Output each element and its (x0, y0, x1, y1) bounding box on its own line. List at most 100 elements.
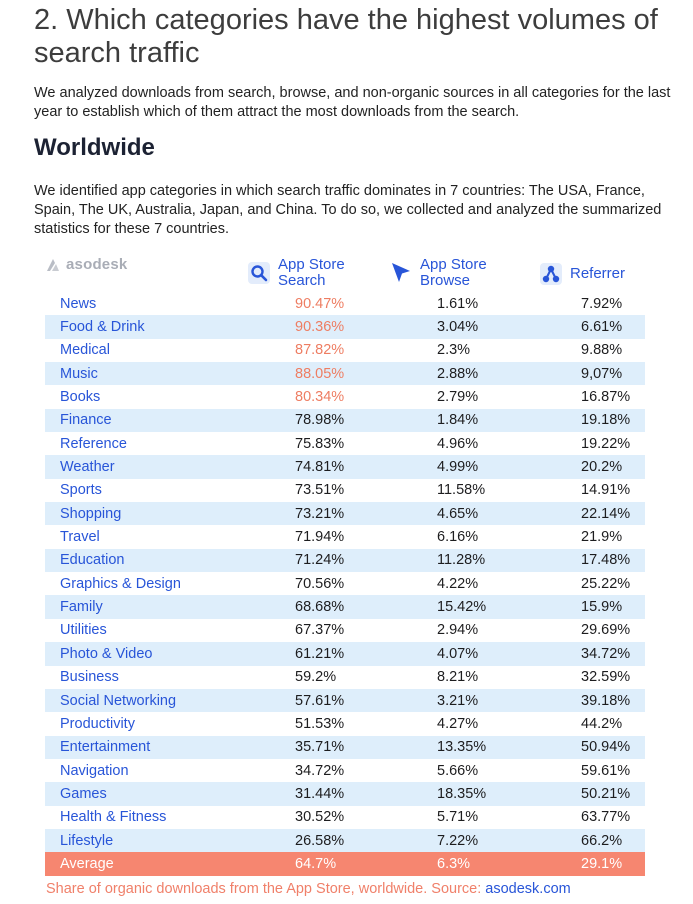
browse-cell: 13.35% (437, 739, 487, 756)
category-cell: Music (60, 365, 98, 382)
referrer-cell: 59.61% (581, 762, 631, 779)
browse-cell: 5.66% (437, 762, 479, 779)
description-paragraph: We identified app categories in which se… (34, 183, 662, 237)
referrer-header-label: Referrer (570, 265, 626, 282)
traffic-table: News 90.47% 1.61% 7.92% Food & Drink 90.36% 3.… (45, 292, 645, 876)
table-row: Food & Drink 90.36% 3.04% 6.61% (45, 315, 645, 339)
category-cell: Health & Fitness (60, 809, 167, 826)
table-row: Entertainment 35.71% 13.35% 50.94% (45, 735, 645, 759)
browse-cell: 1.61% (437, 295, 479, 312)
browse-header-line2: Browse (420, 272, 471, 289)
category-cell: Sports (60, 482, 102, 499)
browse-cell: 6.16% (437, 529, 479, 546)
browse-cell: 2.79% (437, 389, 479, 406)
browse-cell: 2.3% (437, 342, 471, 359)
search-cell: 80.34% (295, 389, 345, 406)
source-link[interactable]: asodesk.com (485, 881, 571, 897)
category-cell: Finance (60, 412, 112, 429)
browse-cell: 2.94% (437, 622, 479, 639)
referrer-cell: 14.91% (581, 482, 631, 499)
referrer-cell: 34.72% (581, 645, 631, 662)
search-cell: 71.24% (295, 552, 345, 569)
category-cell: Reference (60, 435, 127, 452)
table-row: Lifestyle 26.58% 7.22% 66.2% (45, 828, 645, 853)
referrer-cell: 16.87% (581, 389, 631, 406)
table-row: Photo & Video 61.21% 4.07% 34.72% (45, 642, 645, 666)
category-cell: Productivity (60, 715, 135, 732)
search-cell: 34.72% (295, 762, 345, 779)
category-cell: Food & Drink (60, 319, 145, 336)
search-cell: 73.21% (295, 505, 345, 522)
category-cell: Social Networking (60, 692, 177, 709)
table-row: Social Networking 57.61% 3.21% 39.18% (45, 688, 645, 713)
search-cell: 90.36% (295, 319, 345, 336)
referrer-cell: 19.22% (581, 435, 631, 452)
browse-cell: 15.42% (437, 599, 487, 616)
referrer-cell: 6.61% (581, 319, 623, 336)
search-cell: 75.83% (295, 435, 345, 452)
table-row: Weather 74.81% 4.99% 20.2% (45, 455, 645, 479)
table-row: Reference 75.83% 4.96% 19.22% (45, 432, 645, 455)
search-cell: 70.56% (295, 575, 345, 592)
table-row: Graphics & Design 70.56% 4.22% 25.22% (45, 572, 645, 595)
search-cell: 71.94% (295, 529, 345, 546)
column-header-browse: App Store Browse (388, 257, 487, 289)
table-row: Finance 78.98% 1.84% 19.18% (45, 408, 645, 433)
browse-cell: 4.27% (437, 715, 479, 732)
table-row: Travel 71.94% 6.16% 21.9% (45, 525, 645, 548)
table-row: Utilities 67.37% 2.94% 29.69% (45, 619, 645, 642)
category-cell: Books (60, 389, 101, 406)
browse-cell: 3.04% (437, 319, 479, 336)
category-cell: Photo & Video (60, 645, 153, 662)
average-label: Average (60, 855, 114, 872)
referrer-cell: 50.94% (581, 739, 631, 756)
search-cell: 87.82% (295, 342, 345, 359)
section-heading: 2. Which categories have the highest vol… (34, 4, 658, 69)
search-header-line2: Search (278, 272, 326, 289)
region-heading: Worldwide (34, 134, 155, 161)
referrer-cell: 22.14% (581, 505, 631, 522)
table-row: Navigation 34.72% 5.66% 59.61% (45, 759, 645, 782)
search-cell: 31.44% (295, 785, 345, 802)
browse-cell: 8.21% (437, 669, 479, 686)
category-cell: Education (60, 552, 125, 569)
search-cell: 61.21% (295, 645, 345, 662)
average-referrer: 29.1% (581, 855, 623, 872)
category-cell: Graphics & Design (60, 575, 181, 592)
table-row: Education 71.24% 11.28% 17.48% (45, 548, 645, 573)
browse-cell: 4.96% (437, 435, 479, 452)
search-header-line1: App Store (278, 256, 345, 273)
referrer-cell: 63.77% (581, 809, 631, 826)
search-cell: 57.61% (295, 692, 345, 709)
referrer-cell: 25.22% (581, 575, 631, 592)
table-row: Productivity 51.53% 4.27% 44.2% (45, 712, 645, 735)
browse-header-line1: App Store (420, 256, 487, 273)
category-cell: Travel (60, 529, 100, 546)
table-row: Business 59.2% 8.21% 32.59% (45, 666, 645, 689)
browse-cell: 4.07% (437, 645, 479, 662)
referrer-cell: 21.9% (581, 529, 623, 546)
referrer-cell: 17.48% (581, 552, 631, 569)
category-cell: Weather (60, 459, 115, 476)
caption: Share of organic downloads from the App … (46, 881, 571, 897)
search-cell: 68.68% (295, 599, 345, 616)
browse-cell: 11.28% (437, 552, 486, 569)
category-cell: Lifestyle (60, 832, 114, 849)
network-icon (538, 261, 564, 287)
browse-cell: 18.35% (437, 785, 487, 802)
category-cell: Medical (60, 342, 110, 359)
category-cell: Family (60, 599, 103, 616)
search-cell: 30.52% (295, 809, 345, 826)
referrer-cell: 66.2% (581, 832, 623, 849)
browse-cell: 11.58% (437, 482, 486, 499)
table-row: Sports 73.51% 11.58% 14.91% (45, 479, 645, 502)
average-search: 64.7% (295, 855, 337, 872)
referrer-cell: 9,07% (581, 365, 623, 382)
referrer-cell: 20.2% (581, 459, 623, 476)
magnifier-icon (246, 260, 272, 286)
browse-cell: 2.88% (437, 365, 479, 382)
referrer-cell: 15.9% (581, 599, 623, 616)
browse-cell: 3.21% (437, 692, 479, 709)
referrer-cell: 9.88% (581, 342, 623, 359)
